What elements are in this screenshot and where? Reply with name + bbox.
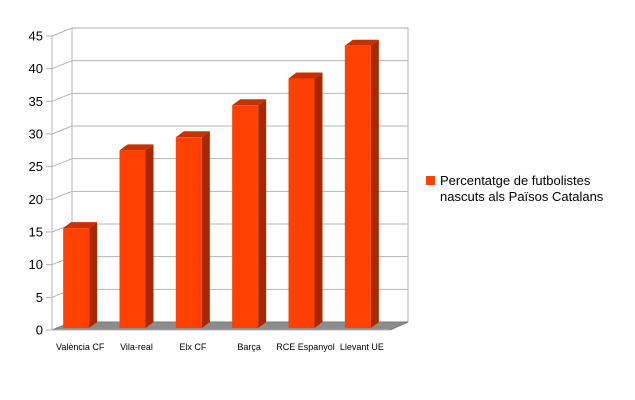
bar <box>344 39 379 329</box>
gridline-side <box>51 27 73 37</box>
y-tick-label: 10 <box>29 257 43 272</box>
bar-side <box>258 99 267 329</box>
bar-top <box>63 222 98 229</box>
bar <box>63 222 98 328</box>
y-tick-labels: 0 5 10 15 20 25 30 35 40 45 <box>29 29 43 338</box>
bar-side <box>89 222 98 328</box>
y-tick-label: 20 <box>29 192 43 207</box>
bar-front <box>63 228 90 328</box>
y-tick-label: 30 <box>29 127 43 142</box>
bar-front <box>344 45 371 329</box>
x-category-label: RCE Espanyol <box>276 342 335 352</box>
gridline-side <box>51 158 73 168</box>
x-category-label: València CF <box>56 342 105 352</box>
bar-top <box>175 131 210 138</box>
x-category-label: Vila-real <box>120 342 153 352</box>
bar <box>232 99 267 329</box>
bar-side <box>145 144 154 328</box>
y-tick-label: 0 <box>36 323 43 338</box>
y-tick-label: 15 <box>29 225 43 240</box>
bars <box>63 39 379 329</box>
bar-top <box>232 99 267 106</box>
gridline-side <box>51 190 73 200</box>
bar-front <box>232 105 259 329</box>
bar-side <box>314 72 323 328</box>
x-category-labels: València CF Vila-real Elx CF Barça RCE Espan… <box>56 342 384 352</box>
bar <box>288 72 323 328</box>
bar-top <box>344 39 379 46</box>
bar-top <box>288 72 323 79</box>
x-category-label: Llevant UE <box>340 342 384 352</box>
x-category-label: Barça <box>237 342 261 352</box>
gridline-side <box>51 92 73 102</box>
bar-front <box>119 150 146 328</box>
y-tick-label: 40 <box>29 61 43 76</box>
gridline-side <box>51 60 73 70</box>
y-tick-label: 5 <box>36 290 43 305</box>
bar-front <box>175 137 202 328</box>
y-tick-label: 45 <box>29 29 43 44</box>
bar-top <box>119 144 154 151</box>
y-tick-label: 35 <box>29 94 43 109</box>
bar-side <box>201 131 210 328</box>
bar <box>175 131 210 328</box>
bar-side <box>370 39 379 329</box>
legend-swatch <box>426 176 435 185</box>
x-category-label: Elx CF <box>179 342 207 352</box>
y-tick-label: 25 <box>29 159 43 174</box>
bar <box>119 144 154 328</box>
legend-label-line-1: Percentatge de futbolistes <box>440 173 591 188</box>
bar-front <box>288 78 315 328</box>
gridline-side <box>51 125 73 135</box>
legend-label-line-2: nascuts als Països Catalans <box>440 189 604 204</box>
legend: Percentatge de futbolistes nascuts als P… <box>426 173 604 204</box>
